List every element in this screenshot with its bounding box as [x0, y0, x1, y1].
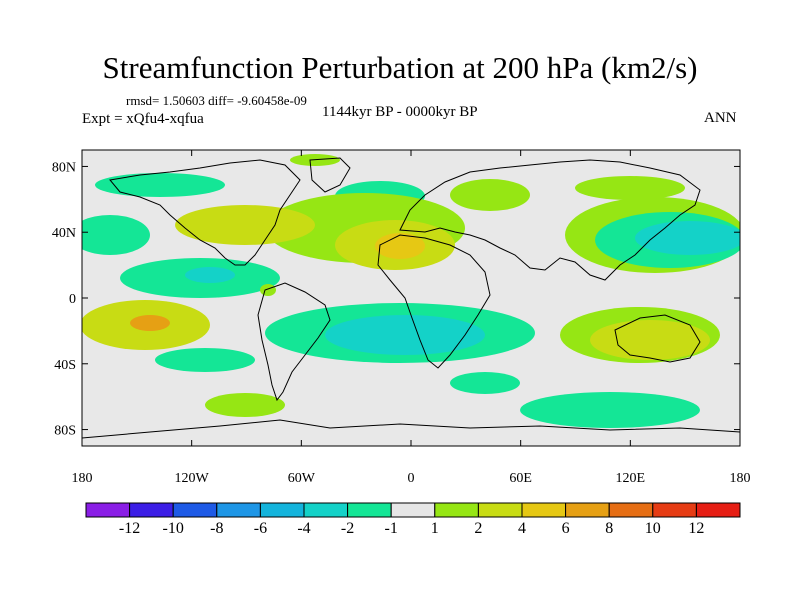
anomaly-blob — [95, 173, 225, 197]
colorbar-swatch — [129, 502, 174, 518]
anomaly-blob — [375, 233, 425, 259]
colorbar-swatch — [477, 502, 523, 518]
colorbar-label: 1 — [431, 520, 439, 537]
colorbar-swatch — [608, 502, 654, 518]
africa-coast — [377, 234, 491, 369]
south-america-coast — [257, 282, 331, 402]
anomaly-blob — [575, 176, 685, 200]
colorbar-swatch — [652, 502, 697, 518]
colorbar-label: 12 — [688, 520, 704, 537]
colorbar-label: 8 — [605, 520, 613, 537]
lon-tick-label: 180 — [730, 471, 751, 486]
anomaly-blob — [325, 315, 485, 355]
anomaly-blob — [155, 348, 255, 372]
colorbar-label: -6 — [254, 520, 267, 537]
australia-coast — [614, 314, 701, 363]
anomaly-blob — [450, 179, 530, 211]
latitude-axis: 80N 40N 0 40S 80S — [52, 160, 740, 439]
colorbar-label: 4 — [518, 520, 526, 537]
anomaly-blob — [520, 392, 700, 428]
anomaly-blob — [130, 315, 170, 331]
anomaly-blob — [185, 267, 235, 283]
colorbar-label: 6 — [562, 520, 570, 537]
colorbar-label: -2 — [341, 520, 354, 537]
north-america-coast — [109, 159, 301, 266]
europe-asia-coast — [399, 159, 701, 281]
lat-tick-label: 80N — [52, 160, 76, 175]
colorbar-label: -8 — [210, 520, 223, 537]
lon-tick-label: 60E — [509, 471, 532, 486]
colorbar-swatch — [521, 502, 567, 518]
lat-tick-label: 40S — [54, 358, 76, 373]
lon-tick-label: 120E — [616, 471, 646, 486]
antarctica-coast — [82, 419, 740, 439]
stats-text: rmsd= 1.50603 diff= -9.60458e-09 — [126, 93, 307, 108]
colorbar: -12 -10 -8 -6 -4 -2 -1 1 2 4 6 8 10 12 — [85, 502, 741, 537]
colorbar-label: -12 — [119, 520, 140, 537]
lon-tick-label: 180 — [72, 471, 93, 486]
colorbar-swatch — [434, 502, 479, 518]
colorbar-swatch — [347, 502, 392, 518]
anomaly-blob — [450, 372, 520, 394]
anomaly-blob — [635, 221, 740, 255]
anomaly-blob — [260, 284, 276, 296]
colorbar-swatch — [216, 502, 261, 518]
colorbar-swatch — [390, 502, 436, 518]
lon-tick-label: 0 — [408, 471, 415, 486]
lat-tick-label: 0 — [69, 292, 76, 307]
colorbar-swatch — [565, 502, 610, 518]
greenland-coast — [309, 157, 351, 193]
lon-tick-label: 60W — [288, 471, 316, 486]
coastlines — [82, 157, 740, 439]
anomaly-blob — [590, 320, 710, 360]
chart-title: Streamfunction Perturbation at 200 hPa (… — [102, 50, 698, 85]
lon-tick-label: 120W — [175, 471, 210, 486]
longitude-axis: 180 120W 60W 0 60E 120E 180 — [72, 150, 751, 486]
colorbar-swatch — [303, 502, 349, 518]
lat-tick-label: 80S — [54, 424, 76, 439]
anomaly-blob — [175, 205, 315, 245]
colorbar-label: -4 — [297, 520, 310, 537]
colorbar-swatch — [172, 502, 218, 518]
colorbar-label: -1 — [385, 520, 398, 537]
anomaly-blob — [205, 393, 285, 417]
colorbar-label: -10 — [163, 520, 184, 537]
experiment-label: Expt = xQfu4-xqfua — [82, 111, 204, 127]
anomaly-blob — [82, 215, 150, 255]
anomaly-fills — [82, 154, 740, 428]
colorbar-swatch — [695, 502, 741, 518]
season-label: ANN — [704, 110, 737, 126]
colorbar-swatch — [85, 502, 131, 518]
period-label: 1144kyr BP - 0000kyr BP — [322, 104, 478, 120]
colorbar-label: 10 — [645, 520, 661, 537]
colorbar-label: 2 — [474, 520, 482, 537]
colorbar-swatch — [259, 502, 305, 518]
lat-tick-label: 40N — [52, 226, 76, 241]
